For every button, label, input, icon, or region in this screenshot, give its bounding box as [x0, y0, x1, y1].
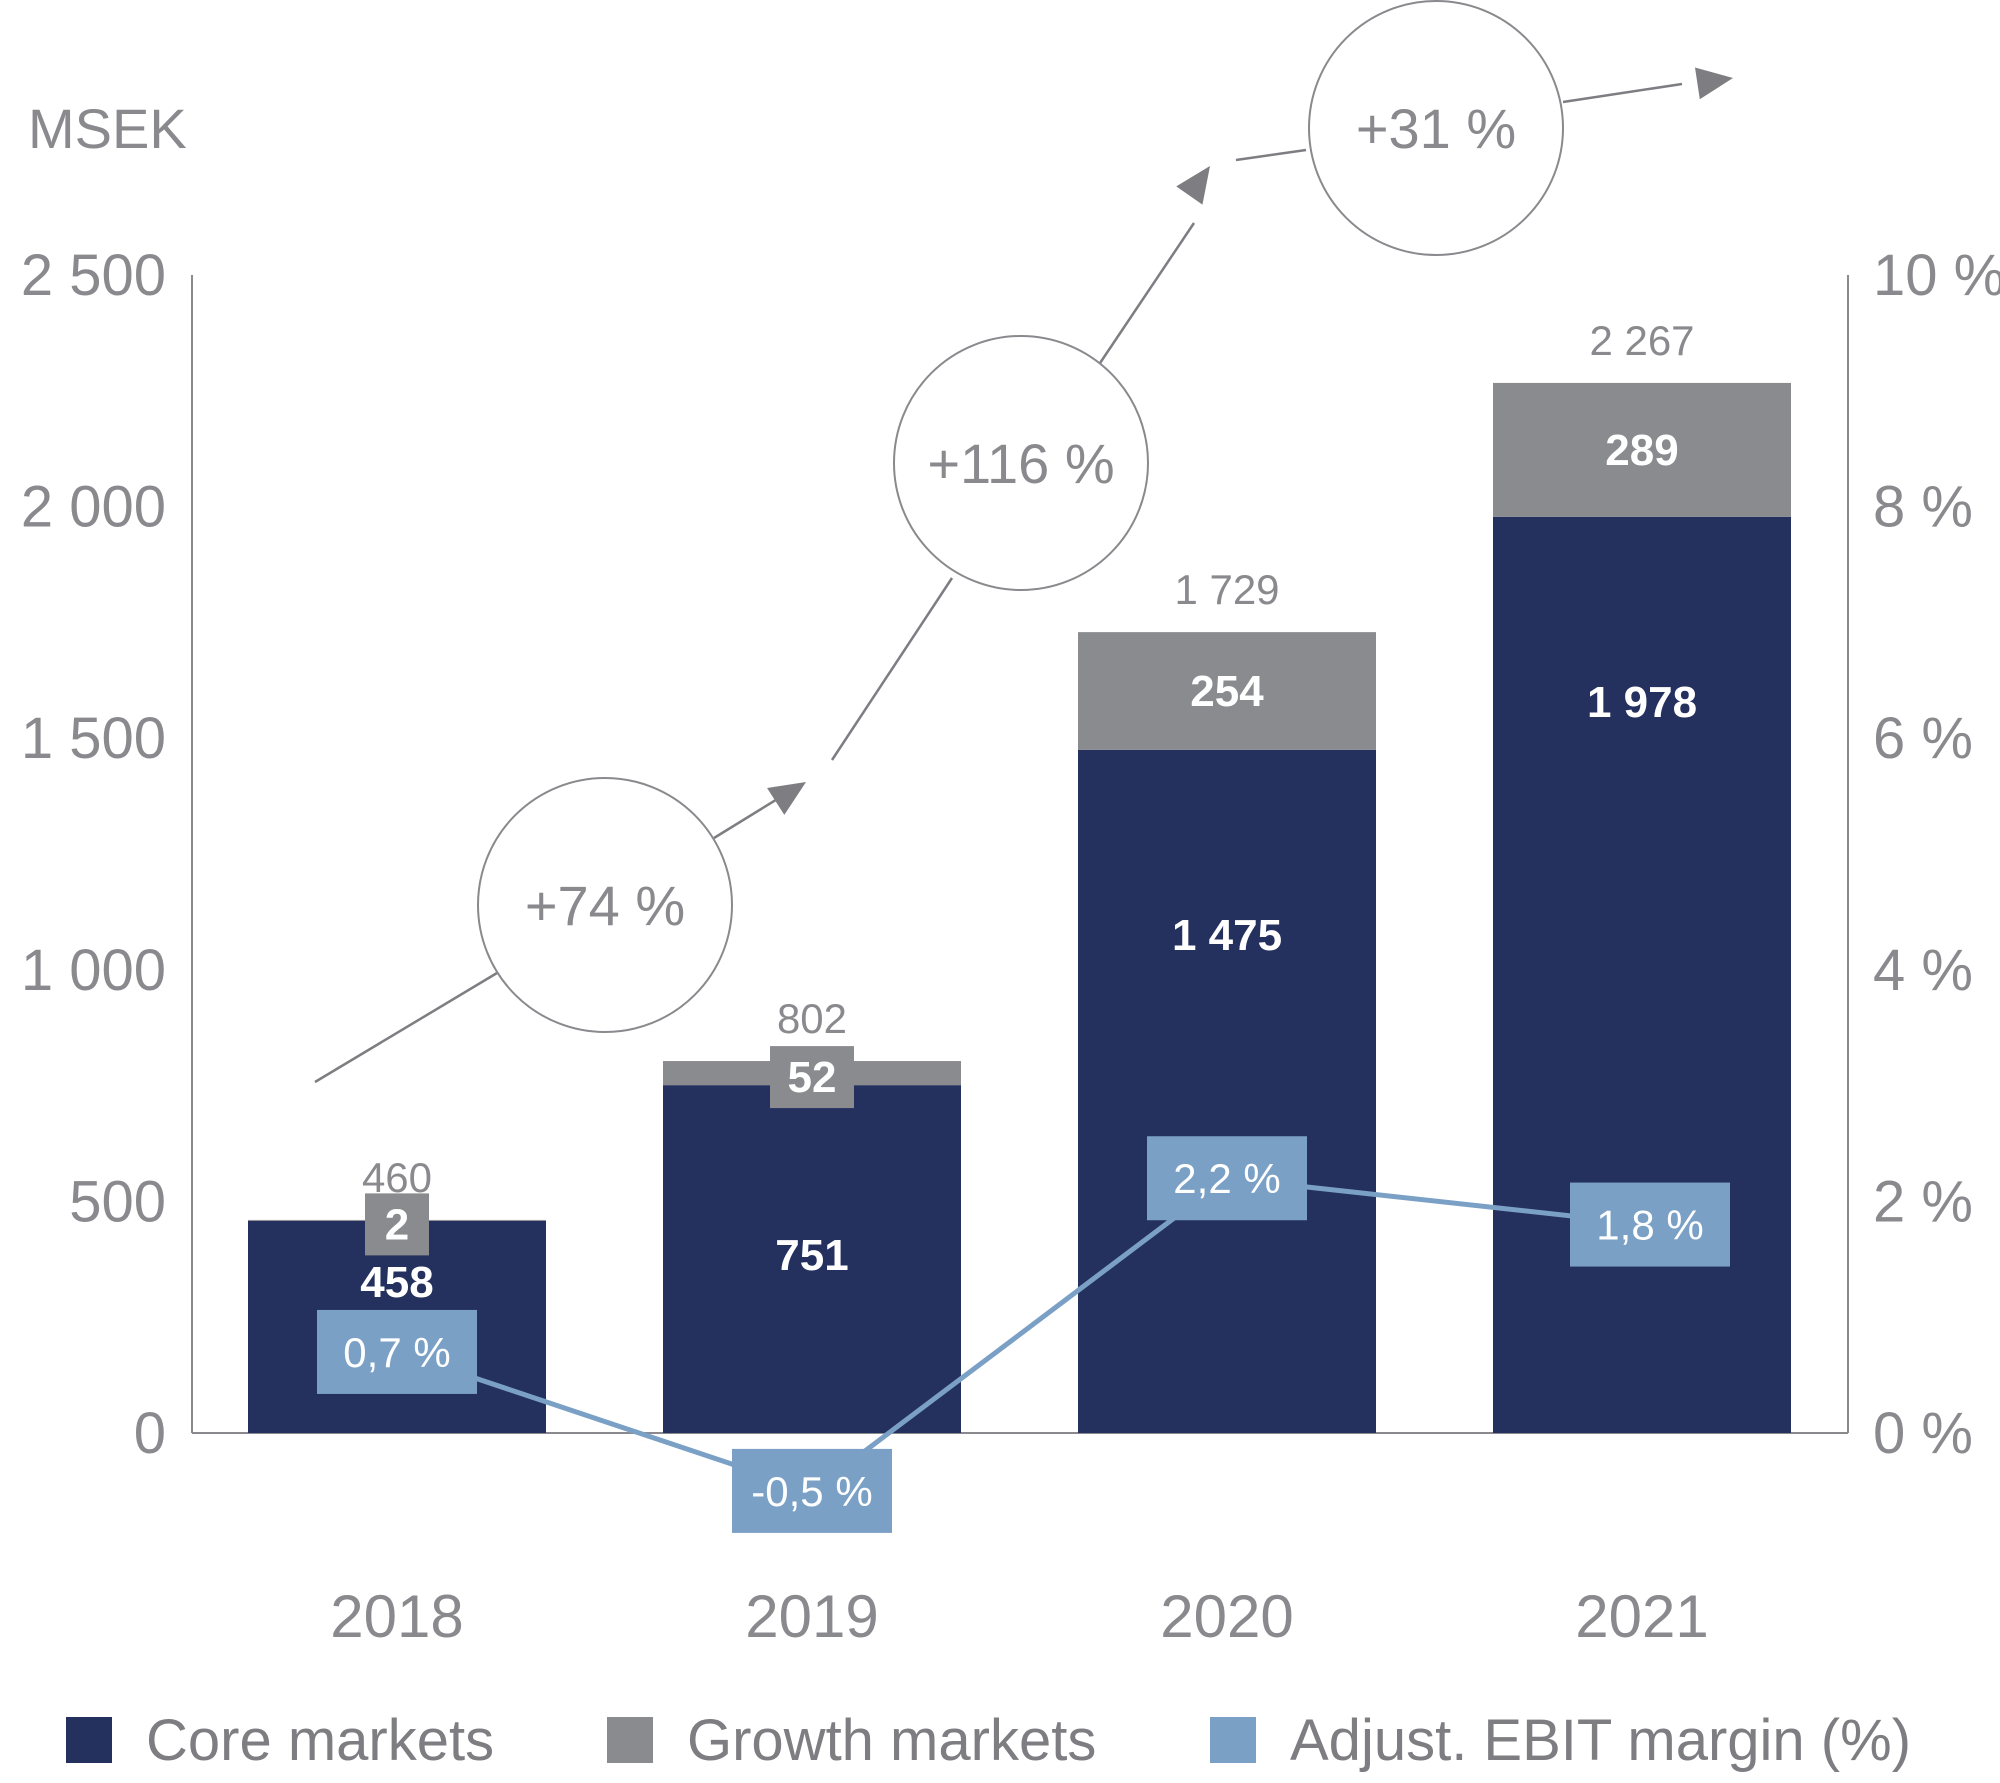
total-label: 1 729 — [1174, 566, 1279, 613]
axes: 0 500 1 000 1 500 2 000 2 500 0 % 2 % 4 % 6 % 8 % 1… — [21, 243, 2000, 1650]
bar-growth-markets — [1078, 632, 1376, 750]
legend-swatch-core-markets — [66, 1717, 112, 1763]
x-tick-label: 2018 — [330, 1583, 463, 1650]
legend: Core markets Growth markets Adjust. EBIT… — [0, 1700, 2000, 1780]
ebit-label-box — [317, 1309, 477, 1394]
growth-arrow-line — [830, 577, 954, 761]
growth-circle — [477, 777, 733, 1033]
total-label: 802 — [777, 995, 847, 1042]
core-value-label: 751 — [775, 1231, 848, 1280]
ebit-label-box — [732, 1448, 892, 1533]
x-tick-label: 2019 — [745, 1583, 878, 1650]
legend-label-core-markets: Core markets — [146, 1707, 495, 1773]
legend-label-ebit-margin: Adjust. EBIT margin (%) — [1290, 1707, 1912, 1773]
ebit-value-label: 0,7 % — [343, 1329, 450, 1376]
ebit-margin-polyline — [396, 1175, 1651, 1494]
growth-label-box — [770, 1046, 854, 1109]
growth-circle — [1308, 0, 1564, 256]
total-label: 460 — [362, 1154, 432, 1201]
bar-core-markets — [1493, 516, 1791, 1433]
growth-percent-label: +74 % — [525, 874, 685, 937]
growth-value-label: 289 — [1605, 426, 1678, 475]
ebit-value-label: -0,5 % — [751, 1468, 872, 1515]
ebit-value-label: 1,8 % — [1596, 1202, 1703, 1249]
growth-percent-label: +116 % — [927, 432, 1114, 495]
left-tick-label: 2 500 — [21, 243, 166, 308]
growth-label-box — [365, 1193, 429, 1256]
right-tick-label: 4 % — [1873, 938, 1973, 1003]
growth-arrowhead — [767, 782, 806, 815]
right-tick-label: 8 % — [1873, 475, 1973, 540]
legend-item-core-markets: Core markets — [66, 1700, 494, 1780]
bar-core-markets — [1078, 749, 1376, 1433]
growth-arrow-line — [1235, 148, 1307, 162]
growth-value-label: 52 — [788, 1053, 837, 1102]
growth-circle — [893, 335, 1149, 591]
x-tick-label: 2020 — [1160, 1583, 1293, 1650]
ebit-label-box — [1570, 1182, 1730, 1267]
left-tick-label: 1 000 — [21, 938, 166, 1003]
core-value-label: 1 978 — [1587, 678, 1697, 727]
ebit-margin-line: 0,7 % -0,5 % 2,2 % 1,8 % — [317, 1136, 1730, 1533]
growth-value-label: 2 — [385, 1200, 409, 1249]
left-tick-label: 1 500 — [21, 706, 166, 771]
stacked-bar-chart: +74 % +116 % +31 % 0 500 1 000 1 500 2 000 2 50… — [21, 0, 2000, 1650]
growth-annotations: +74 % +116 % +31 % — [314, 0, 1733, 1084]
growth-arrowhead — [1176, 166, 1210, 205]
x-tick-label: 2021 — [1575, 1583, 1708, 1650]
legend-label-growth-markets: Growth markets — [687, 1707, 1097, 1773]
ebit-label-box — [1147, 1136, 1307, 1221]
left-tick-label: 500 — [69, 1169, 166, 1234]
left-tick-label: 2 000 — [21, 475, 166, 540]
right-tick-label: 6 % — [1873, 706, 1973, 771]
right-tick-label: 0 % — [1873, 1401, 1973, 1466]
legend-swatch-growth-markets — [607, 1717, 653, 1763]
growth-percent-label: +31 % — [1356, 97, 1516, 160]
left-tick-label: 0 — [134, 1401, 166, 1466]
legend-item-ebit-margin: Adjust. EBIT margin (%) — [1210, 1700, 1911, 1780]
core-value-label: 1 475 — [1172, 911, 1282, 960]
unit-label: MSEK — [28, 97, 187, 160]
growth-arrow-line — [713, 796, 780, 840]
right-tick-label: 10 % — [1873, 243, 2000, 308]
legend-swatch-ebit-margin — [1210, 1717, 1256, 1763]
legend-item-growth-markets: Growth markets — [607, 1700, 1096, 1780]
growth-value-label: 254 — [1190, 667, 1264, 716]
growth-arrowhead — [1695, 67, 1733, 100]
total-label: 2 267 — [1589, 317, 1694, 364]
core-value-label: 458 — [360, 1258, 433, 1307]
ebit-value-label: 2,2 % — [1173, 1155, 1280, 1202]
growth-arrow-line — [314, 971, 498, 1084]
growth-arrow-line — [1562, 82, 1683, 104]
growth-arrow-line — [1088, 222, 1196, 379]
bar-core-markets — [663, 1085, 961, 1433]
bar-growth-markets — [1493, 382, 1791, 517]
right-tick-label: 2 % — [1873, 1169, 1973, 1234]
